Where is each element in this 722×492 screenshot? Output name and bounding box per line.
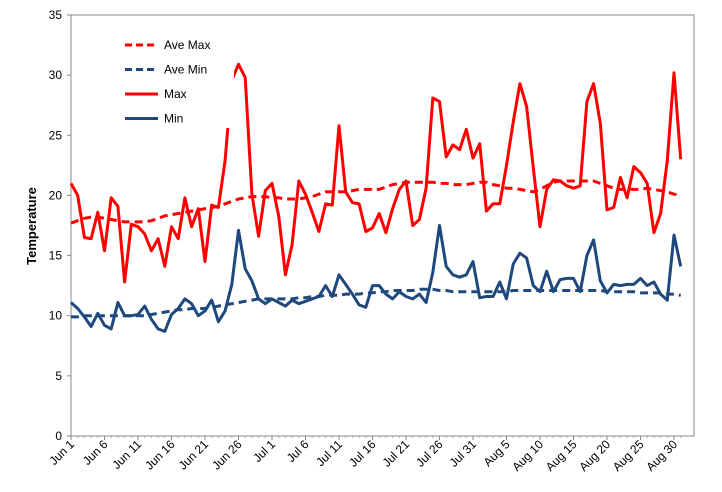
y-tick-label: 35 (49, 8, 63, 22)
x-tick-label: Aug 10 (509, 437, 546, 474)
x-tick-label: Aug 30 (643, 437, 680, 474)
y-tick-label: 25 (49, 128, 63, 142)
x-tick-label: Jun 21 (176, 437, 212, 473)
y-tick-label: 0 (55, 429, 62, 443)
y-axis: 0 5 10 15 20 25 30 35 (49, 8, 72, 443)
x-tick-label: Jun 26 (209, 437, 245, 473)
x-tick-label: Jun 11 (109, 437, 144, 472)
series-lines (69, 62, 683, 333)
x-tick-label: Jun 6 (80, 437, 111, 468)
legend-label: Max (164, 87, 187, 101)
y-tick-label: 30 (49, 68, 63, 82)
series-line-ave-max (70, 179, 681, 225)
x-tick-label: Jul 11 (313, 437, 345, 469)
x-tick-label: Jul 31 (447, 437, 480, 470)
legend-box (118, 32, 234, 128)
x-tick-label: Aug 20 (576, 437, 613, 474)
y-axis-title: Temperature (24, 187, 39, 265)
legend-label: Ave Min (164, 63, 207, 77)
x-tick-label: Jul 21 (380, 437, 413, 470)
y-tick-label: 20 (49, 188, 63, 202)
x-tick-label: Jul 26 (413, 437, 446, 470)
series-line-max (69, 62, 683, 284)
x-tick-label: Aug 5 (481, 437, 513, 469)
legend-label: Min (164, 112, 183, 126)
y-tick-label: 15 (49, 249, 63, 263)
legend: Ave Max Ave Min Max Min (118, 32, 234, 128)
x-tick-label: Aug 25 (610, 437, 647, 474)
x-tick-label: Jun 1 (46, 437, 77, 468)
legend-label: Ave Max (164, 38, 210, 52)
x-tick-label: Jun 16 (142, 437, 178, 473)
series-line-ave-min (71, 287, 681, 319)
y-tick-label: 10 (49, 309, 63, 323)
x-tick-label: Jul 6 (284, 437, 312, 465)
y-tick-label: 5 (55, 369, 62, 383)
x-tick-label: Jul 16 (346, 437, 379, 470)
series-line-min (69, 224, 683, 333)
x-tick-label: Aug 15 (543, 437, 580, 474)
x-tick-label: Jul 1 (250, 437, 278, 465)
